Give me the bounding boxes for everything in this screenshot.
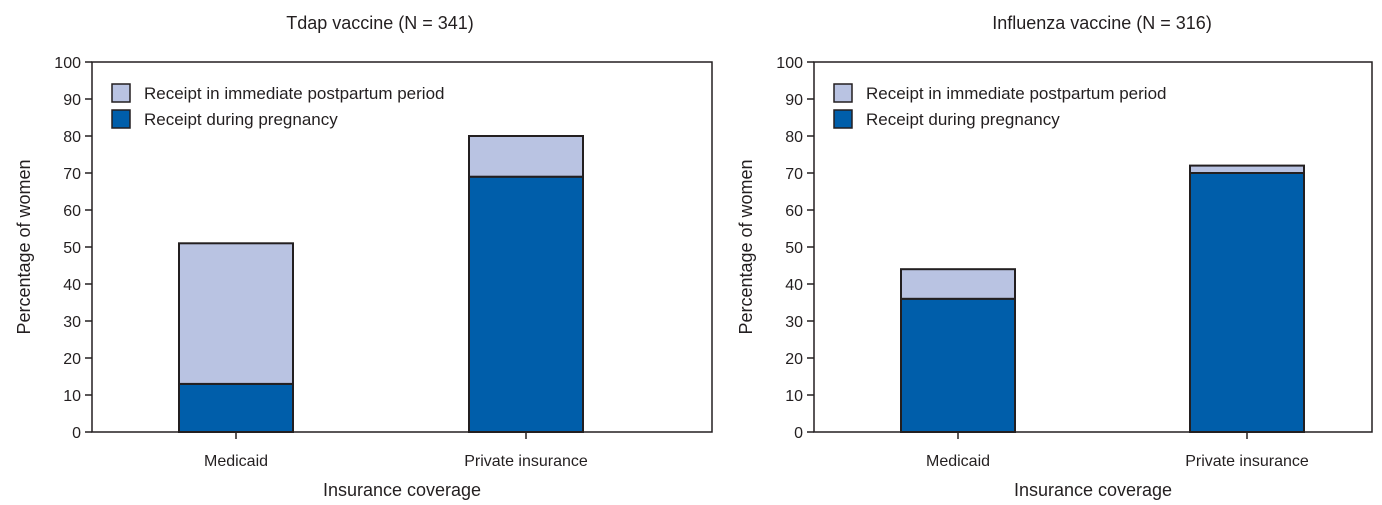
tdap-y-tick-label: 70 xyxy=(63,166,81,183)
influenza-y-tick-label: 80 xyxy=(785,129,803,146)
influenza-legend-label: Receipt in immediate postpartum period xyxy=(866,84,1166,103)
influenza-y-tick-label: 0 xyxy=(794,425,803,442)
influenza-bar-postpartum-private xyxy=(1189,164,1305,175)
tdap-chart-title: Tdap vaccine (N = 341) xyxy=(286,13,474,33)
tdap-legend-swatch xyxy=(111,109,131,129)
influenza-y-tick-label: 90 xyxy=(785,92,803,109)
influenza-x-tick-label: Medicaid xyxy=(926,453,990,470)
tdap-y-tick-label: 50 xyxy=(63,240,81,257)
tdap-bar-pregnancy-private xyxy=(468,175,584,433)
tdap-legend-label: Receipt in immediate postpartum period xyxy=(144,84,444,103)
tdap-legend-label: Receipt during pregnancy xyxy=(144,110,338,129)
tdap-y-tick-label: 90 xyxy=(63,92,81,109)
tdap-y-tick-label: 80 xyxy=(63,129,81,146)
tdap-bar-pregnancy-medicaid xyxy=(178,382,294,433)
influenza-chart-title: Influenza vaccine (N = 316) xyxy=(992,13,1212,33)
influenza-y-tick-label: 30 xyxy=(785,314,803,331)
tdap-x-tick-label: Private insurance xyxy=(464,453,588,470)
influenza-legend-swatch xyxy=(833,109,853,129)
influenza-y-tick-label: 50 xyxy=(785,240,803,257)
tdap-y-axis-label: Percentage of women xyxy=(14,159,34,334)
influenza-bar-pregnancy-medicaid xyxy=(900,297,1016,433)
tdap-y-tick-label: 30 xyxy=(63,314,81,331)
influenza-y-tick-label: 10 xyxy=(785,388,803,405)
influenza-bar-postpartum-medicaid xyxy=(900,268,1016,300)
influenza-y-tick-label: 20 xyxy=(785,351,803,368)
influenza-x-tick-label: Private insurance xyxy=(1185,453,1309,470)
tdap-x-tick-label: Medicaid xyxy=(204,453,268,470)
influenza-y-tick-label: 70 xyxy=(785,166,803,183)
tdap-legend-swatch xyxy=(111,83,131,103)
tdap-y-tick-label: 100 xyxy=(54,55,81,72)
tdap-bar-postpartum-medicaid xyxy=(178,242,294,385)
influenza-y-tick-label: 100 xyxy=(776,55,803,72)
tdap-y-tick-label: 10 xyxy=(63,388,81,405)
influenza-y-tick-label: 60 xyxy=(785,203,803,220)
tdap-x-axis-label: Insurance coverage xyxy=(323,480,481,500)
influenza-legend-swatch xyxy=(833,83,853,103)
influenza-legend-label: Receipt during pregnancy xyxy=(866,110,1060,129)
influenza-y-axis-label: Percentage of women xyxy=(736,159,756,334)
tdap-y-tick-label: 40 xyxy=(63,277,81,294)
influenza-x-axis-label: Insurance coverage xyxy=(1014,480,1172,500)
influenza-bar-pregnancy-private xyxy=(1189,172,1305,433)
tdap-bar-postpartum-private xyxy=(468,135,584,178)
tdap-y-tick-label: 60 xyxy=(63,203,81,220)
influenza-y-tick-label: 40 xyxy=(785,277,803,294)
tdap-y-tick-label: 0 xyxy=(72,425,81,442)
tdap-y-tick-label: 20 xyxy=(63,351,81,368)
